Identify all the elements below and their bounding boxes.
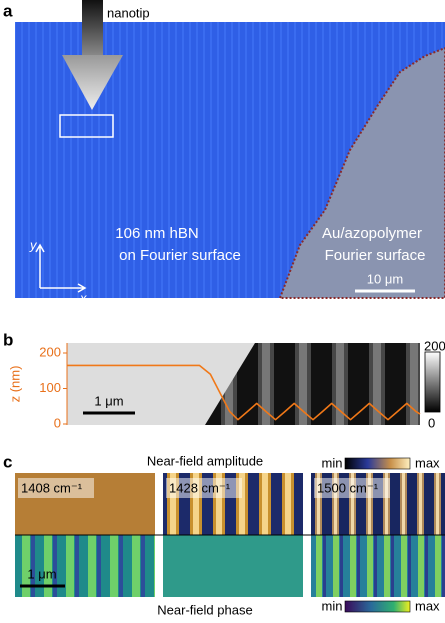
- y-tick-label: 0: [54, 415, 61, 430]
- region-text: Fourier surface: [325, 247, 426, 264]
- scale-bar-label: 1 μm: [94, 393, 123, 408]
- panel-label: a: [3, 1, 13, 20]
- arrow-shaft: [82, 0, 103, 55]
- colorbar-max: max: [415, 598, 440, 613]
- colorbar: [345, 458, 410, 469]
- axis-label: x: [79, 290, 87, 305]
- colorbar-max: max: [415, 455, 440, 470]
- page: a nanotip 106 nm hBN on Fourier surface …: [0, 0, 445, 623]
- colorbar-tick-label: 0: [428, 415, 435, 430]
- region-text: 106 nm hBN: [115, 225, 198, 242]
- arrow-label: nanotip: [107, 5, 150, 20]
- figure: a nanotip 106 nm hBN on Fourier surface …: [0, 0, 445, 623]
- frequency-label: 1408 cm⁻¹: [21, 480, 83, 495]
- region-text: Au/azopolymer: [322, 225, 422, 242]
- y-tick-label: 100: [39, 380, 61, 395]
- colorbar: [345, 601, 410, 612]
- colorbar-min: min: [322, 455, 343, 470]
- frequency-label: 1428 cm⁻¹: [169, 480, 231, 495]
- scale-bar-label: 10 μm: [367, 271, 403, 286]
- panel-title: Near-field phase: [157, 602, 252, 617]
- y-tick-label: 200: [39, 344, 61, 359]
- frequency-label: 1500 cm⁻¹: [317, 480, 379, 495]
- scale-bar-label: 1 μm: [27, 566, 56, 581]
- phase-map: [311, 535, 445, 597]
- colorbar-min: min: [322, 598, 343, 613]
- colorbar: [425, 352, 440, 412]
- y-axis-label: z (nm): [7, 366, 22, 403]
- panel-title: Near-field amplitude: [147, 453, 263, 468]
- phase-map: [163, 535, 303, 597]
- region-text: on Fourier surface: [119, 247, 241, 264]
- panel-label: b: [3, 330, 13, 349]
- panel-label: c: [3, 452, 12, 471]
- colorbar-tick-label: 200: [424, 338, 445, 353]
